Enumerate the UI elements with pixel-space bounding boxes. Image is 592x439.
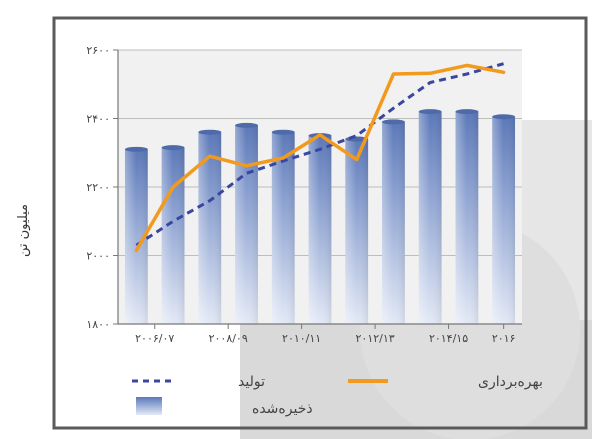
- bar-shade: [308, 135, 332, 324]
- x-tick-label: ۲۰۱۰/۱۱: [282, 332, 321, 345]
- x-tick-labels: ۲۰۰۶/۰۷ ۲۰۰۸/۰۹ ۲۰۱۰/۱۱ ۲۰۱۲/۱۳ ۲۰۱۴/۱۵ ۲۰۱۶: [135, 324, 515, 345]
- legend-label-stored: ذخیره‌شده: [252, 401, 313, 417]
- bar-shade: [198, 132, 222, 324]
- legend: تولید بهره‌برداری ذخیره‌شده: [132, 374, 543, 417]
- y-tick-label: ۲۰۰۰: [86, 250, 110, 263]
- legend-label-production: تولید: [238, 374, 265, 390]
- bar-cap: [492, 114, 516, 120]
- x-tick-label: ۲۰۰۶/۰۷: [135, 332, 174, 345]
- bar-shade: [161, 147, 185, 324]
- bar-shade: [382, 121, 405, 324]
- bar-cap: [235, 122, 258, 128]
- legend-swatch-stored: [136, 397, 162, 415]
- bar-series: [124, 109, 516, 325]
- x-tick-label: ۲۰۱۶: [492, 332, 516, 345]
- legend-label-exploitation: بهره‌برداری: [478, 374, 543, 390]
- bar-cap: [161, 145, 185, 151]
- bar-shade: [124, 149, 148, 324]
- x-tick-label: ۲۰۱۴/۱۵: [429, 332, 468, 345]
- axes: [117, 50, 522, 325]
- y-tick-labels: ۱۸۰۰ ۲۰۰۰ ۲۲۰۰ ۲۴۰۰ ۲۶۰۰: [86, 44, 110, 331]
- chart-frame: [52, 16, 588, 430]
- y-axis-label-text: میلیون تن: [16, 203, 32, 257]
- x-tick-label: ۲۰۱۲/۱۳: [356, 332, 395, 345]
- y-tick-label: ۲۴۰۰: [86, 113, 110, 126]
- series-line-production: [135, 62, 505, 247]
- bar-shade: [492, 116, 516, 324]
- bar-cap: [271, 129, 295, 135]
- bar-shade: [418, 111, 442, 325]
- bar-shade: [345, 139, 369, 324]
- bar-shade: [455, 111, 479, 325]
- x-tick-label: ۲۰۰۸/۰۹: [209, 332, 248, 345]
- y-tick-label: ۲۲۰۰: [86, 181, 110, 194]
- bar-shade: [235, 125, 258, 324]
- y-tick-label: ۲۶۰۰: [86, 44, 110, 57]
- bar-shade: [271, 132, 295, 324]
- y-axis-label: میلیون تن: [4, 175, 44, 285]
- bar-cap: [198, 129, 222, 135]
- line-series: [134, 62, 506, 253]
- bar-cap: [418, 109, 442, 115]
- bar-cap: [455, 109, 479, 115]
- series-line-exploitation: [134, 63, 506, 253]
- y-tick-label: ۱۸۰۰: [86, 318, 110, 331]
- bar-cap: [124, 146, 148, 152]
- bar-cap: [382, 119, 405, 125]
